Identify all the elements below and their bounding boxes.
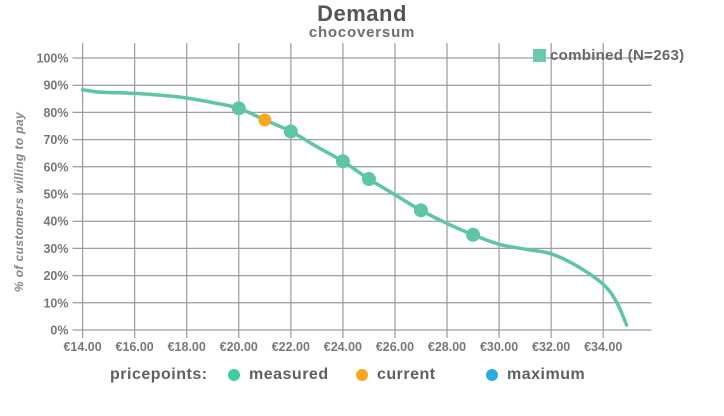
combined-series-label: combined (N=263) xyxy=(550,47,685,64)
combined-series-swatch-icon xyxy=(533,49,546,62)
x-tick-label: €26.00 xyxy=(376,340,414,354)
legend-item-current[interactable]: current xyxy=(356,366,436,384)
x-tick-label: €24.00 xyxy=(324,340,362,354)
y-tick-label: 90% xyxy=(43,79,68,93)
x-tick-label: €14.00 xyxy=(63,340,101,354)
x-tick-label: €20.00 xyxy=(220,340,258,354)
pricepoint-markers xyxy=(231,101,481,242)
maximum-dot-icon xyxy=(486,369,498,381)
y-tick-label: 0% xyxy=(50,324,68,338)
demand-curve[interactable] xyxy=(80,88,629,327)
y-tick-label: 20% xyxy=(43,269,68,283)
series-legend[interactable]: combined (N=263) xyxy=(533,47,684,64)
legend-item-measured[interactable]: measured xyxy=(228,366,329,384)
x-tick-label: €30.00 xyxy=(480,340,518,354)
y-tick-label: 60% xyxy=(43,160,68,174)
y-axis-title: % of customers willing to pay xyxy=(12,111,26,293)
x-tick-label: €18.00 xyxy=(168,340,206,354)
measured-point[interactable] xyxy=(335,154,350,169)
y-tick-label: 70% xyxy=(43,133,68,147)
gridlines xyxy=(72,43,652,338)
y-tick-label: 30% xyxy=(43,242,68,256)
axis-labels: 0% 10% 20% 30% 40% 50% 60% 70% 80% 90% 100% €14.00 €… xyxy=(37,52,623,355)
chart-subtitle: chocoversum xyxy=(308,24,416,41)
y-tick-label: 80% xyxy=(43,106,68,120)
measured-point[interactable] xyxy=(231,101,246,116)
x-tick-label: €22.00 xyxy=(272,340,310,354)
measured-point[interactable] xyxy=(283,124,298,139)
measured-dot-icon xyxy=(228,369,240,381)
x-tick-label: €34.00 xyxy=(584,340,622,354)
legend-item-maximum[interactable]: maximum xyxy=(486,366,585,384)
y-tick-label: 40% xyxy=(43,215,68,229)
current-label: current xyxy=(377,366,436,383)
x-tick-label: €28.00 xyxy=(428,340,466,354)
x-tick-label: €32.00 xyxy=(532,340,570,354)
maximum-label: maximum xyxy=(507,366,586,383)
x-tick-label: €16.00 xyxy=(116,340,154,354)
y-tick-label: 50% xyxy=(43,188,68,202)
measured-point[interactable] xyxy=(413,203,428,218)
y-tick-label: 10% xyxy=(43,296,68,310)
chart-title: Demand xyxy=(317,1,407,26)
measured-label: measured xyxy=(249,366,329,383)
y-tick-label: 100% xyxy=(37,52,69,66)
measured-point[interactable] xyxy=(361,172,376,187)
measured-point[interactable] xyxy=(466,227,481,242)
current-dot-icon xyxy=(356,369,368,381)
current-point[interactable] xyxy=(258,113,272,127)
